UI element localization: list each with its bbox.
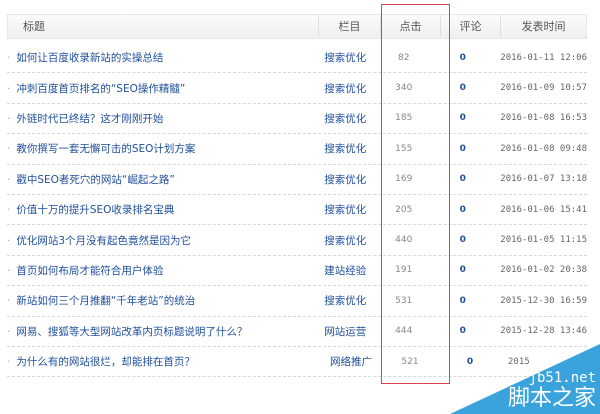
header-date: 发表时间: [521, 20, 566, 33]
watermark-domain: jb51.net: [528, 370, 596, 386]
table-row: · 网易、搜狐等大型网站改革内页标题说明了什么？ 网站运营 444 0 2015-…: [7, 317, 587, 347]
table-row: · 冲刺百度首页排名的“SEO操作精髓” 搜索优化 340 0 2016-01-0…: [7, 73, 587, 104]
publish-date: 2015-12-28 13:46: [500, 326, 587, 337]
comments-count[interactable]: 0: [459, 326, 466, 337]
clicks-count: 444: [395, 326, 413, 337]
clicks-count: 155: [395, 143, 413, 154]
bullet-icon: ·: [7, 234, 11, 247]
publish-date: 2016-01-02 20:38: [500, 265, 587, 276]
article-list: · 如何让百度收录新站的实操总结 搜索优化 82 0 2016-01-11 12:…: [7, 43, 587, 378]
title-cell: · 如何让百度收录新站的实操总结: [7, 50, 313, 65]
bullet-icon: ·: [7, 325, 11, 338]
table-row: · 新站如何三个月推翻“千年老站”的统治 搜索优化 531 0 2015-12-3…: [7, 286, 587, 317]
title-cell: · 外链时代已终结？这才刚刚开始: [7, 111, 313, 126]
category-link[interactable]: 搜索优化: [324, 82, 367, 95]
category-link[interactable]: 搜索优化: [324, 52, 367, 65]
category-link[interactable]: 搜索优化: [324, 295, 367, 308]
article-title-link[interactable]: 如何让百度收录新站的实操总结: [16, 52, 164, 65]
article-title-link[interactable]: 外链时代已终结？这才刚刚开始: [16, 112, 164, 125]
comments-count[interactable]: 0: [459, 83, 466, 94]
bullet-icon: ·: [7, 295, 11, 308]
article-title-link[interactable]: 教你撰写一套无懈可击的SEO计划方案: [16, 143, 196, 156]
title-cell: · 戳中SEO者死穴的网站“崛起之路”: [7, 172, 313, 187]
publish-date: 2016-01-05 11:15: [500, 235, 587, 246]
article-title-link[interactable]: 网易、搜狐等大型网站改革内页标题说明了什么？: [16, 325, 248, 338]
publish-date: 2016-01-11 12:06: [500, 52, 587, 63]
header-category: 栏目: [319, 15, 381, 38]
clicks-count: 531: [395, 295, 413, 306]
clicks-count: 185: [395, 113, 413, 124]
article-title-link[interactable]: 冲刺百度首页排名的“SEO操作精髓”: [16, 82, 186, 95]
clicks-highlight-box: [381, 4, 450, 384]
category-link[interactable]: 搜索优化: [324, 112, 367, 125]
table-row: · 优化网站3个月没有起色竟然是因为它 搜索优化 440 0 2016-01-05…: [7, 225, 587, 256]
clicks-count: 191: [395, 265, 413, 276]
clicks-count: 340: [395, 83, 413, 94]
publish-date: 2016-01-06 15:41: [500, 204, 587, 215]
bullet-icon: ·: [7, 356, 11, 369]
table-header: 标题 栏目 点击 评论 发表时间: [7, 14, 587, 39]
publish-date: 2016-01-09 10:57: [500, 83, 587, 94]
title-cell: · 新站如何三个月推翻“千年老站”的统治: [7, 293, 313, 308]
category-link[interactable]: 搜索优化: [324, 204, 367, 217]
header-title: 标题: [8, 15, 319, 38]
category-link[interactable]: 搜索优化: [324, 143, 367, 156]
bullet-icon: ·: [7, 52, 11, 65]
watermark-name: 脚本之家: [507, 386, 596, 411]
clicks-count: 521: [401, 356, 419, 367]
clicks-count: 205: [395, 204, 413, 215]
clicks-count: 440: [395, 235, 413, 246]
comments-count[interactable]: 0: [459, 52, 466, 63]
article-title-link[interactable]: 戳中SEO者死穴的网站“崛起之路”: [16, 173, 175, 186]
bullet-icon: ·: [7, 204, 11, 217]
category-link[interactable]: 搜索优化: [324, 173, 367, 186]
publish-date: 2015-12-30 16:59: [500, 295, 587, 306]
category-link[interactable]: 建站经验: [324, 264, 367, 277]
title-cell: · 价值十万的提升SEO收录排名宝典: [7, 202, 313, 217]
article-title-link[interactable]: 价值十万的提升SEO收录排名宝典: [16, 204, 175, 217]
comments-count[interactable]: 0: [459, 295, 466, 306]
comments-count[interactable]: 0: [459, 143, 466, 154]
table-row: · 教你撰写一套无懈可击的SEO计划方案 搜索优化 155 0 2016-01-0…: [7, 134, 587, 165]
comments-count[interactable]: 0: [459, 174, 466, 185]
clicks-count: 82: [398, 52, 410, 63]
table-row: · 首页如何布局才能符合用户体验 建站经验 191 0 2016-01-02 20…: [7, 256, 587, 287]
bullet-icon: ·: [7, 112, 11, 125]
table-row: · 外链时代已终结？这才刚刚开始 搜索优化 185 0 2016-01-08 16…: [7, 104, 587, 135]
comments-count[interactable]: 0: [459, 204, 466, 215]
bullet-icon: ·: [7, 264, 11, 277]
table-row: · 如何让百度收录新站的实操总结 搜索优化 82 0 2016-01-11 12:…: [7, 43, 587, 74]
table-row: · 价值十万的提升SEO收录排名宝典 搜索优化 205 0 2016-01-06 …: [7, 195, 587, 226]
title-cell: · 为什么有的网站很烂，却能排在首页？: [7, 354, 318, 369]
article-title-link[interactable]: 为什么有的网站很烂，却能排在首页？: [16, 356, 195, 369]
title-cell: · 冲刺百度首页排名的“SEO操作精髓”: [7, 81, 313, 96]
title-cell: · 优化网站3个月没有起色竟然是因为它: [7, 233, 313, 248]
header-clicks: 点击: [381, 15, 441, 38]
title-cell: · 网易、搜狐等大型网站改革内页标题说明了什么？: [7, 324, 313, 339]
bullet-icon: ·: [7, 143, 11, 156]
category-link[interactable]: 网站运营: [324, 325, 367, 338]
publish-date: 2016-01-08 16:53: [500, 113, 587, 124]
watermark-triangle: [450, 344, 600, 414]
comments-count[interactable]: 0: [459, 235, 466, 246]
category-link[interactable]: 搜索优化: [324, 234, 367, 247]
table-row: · 戳中SEO者死穴的网站“崛起之路” 搜索优化 169 0 2016-01-07…: [7, 165, 587, 195]
article-title-link[interactable]: 首页如何布局才能符合用户体验: [16, 264, 164, 277]
article-title-link[interactable]: 新站如何三个月推翻“千年老站”的统治: [16, 295, 196, 308]
category-link[interactable]: 网络推广: [330, 356, 372, 369]
publish-date: 2016-01-08 09:48: [500, 143, 587, 154]
comments-count[interactable]: 0: [459, 113, 466, 124]
clicks-count: 169: [395, 174, 413, 185]
comments-count[interactable]: 0: [459, 265, 466, 276]
bullet-icon: ·: [7, 173, 11, 186]
bullet-icon: ·: [7, 82, 11, 95]
title-cell: · 教你撰写一套无懈可击的SEO计划方案: [7, 141, 313, 156]
article-title-link[interactable]: 优化网站3个月没有起色竟然是因为它: [16, 234, 192, 247]
header-comments: 评论: [441, 15, 501, 38]
publish-date: 2016-01-07 13:18: [500, 174, 587, 185]
title-cell: · 首页如何布局才能符合用户体验: [7, 263, 313, 278]
